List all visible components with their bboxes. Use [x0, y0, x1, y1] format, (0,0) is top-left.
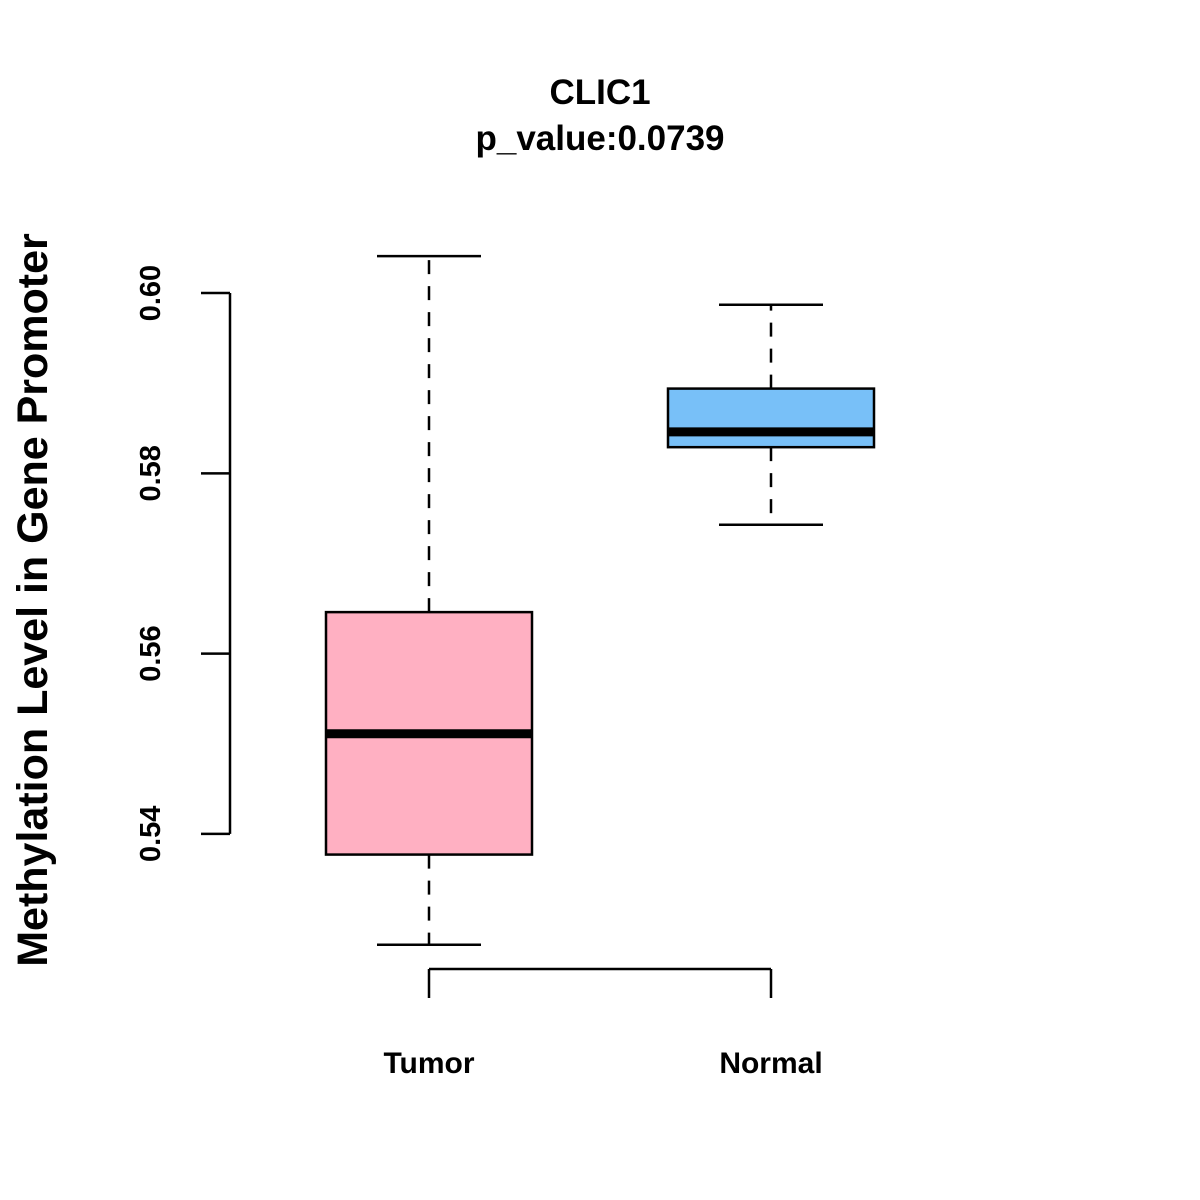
y-axis-label: Methylation Level in Gene Promoter: [9, 233, 57, 967]
box-normal: [666, 303, 876, 526]
y-tick-label: 0.56: [135, 625, 167, 681]
box-tumor: [324, 254, 534, 946]
x-tick-label: Tumor: [383, 1047, 474, 1080]
box-series: [324, 254, 876, 946]
y-tick-label: 0.60: [135, 265, 167, 321]
chart-title: CLIC1: [549, 73, 650, 112]
y-axis: 0.54 0.56 0.58 0.60: [135, 265, 232, 862]
chart-subtitle: p_value:0.0739: [475, 119, 724, 158]
y-tick-label: 0.54: [135, 806, 167, 862]
interquartile-box: [666, 387, 876, 449]
y-tick-label: 0.58: [135, 445, 167, 501]
x-tick-label: Normal: [719, 1047, 822, 1080]
x-axis: Tumor Normal: [383, 967, 823, 1080]
